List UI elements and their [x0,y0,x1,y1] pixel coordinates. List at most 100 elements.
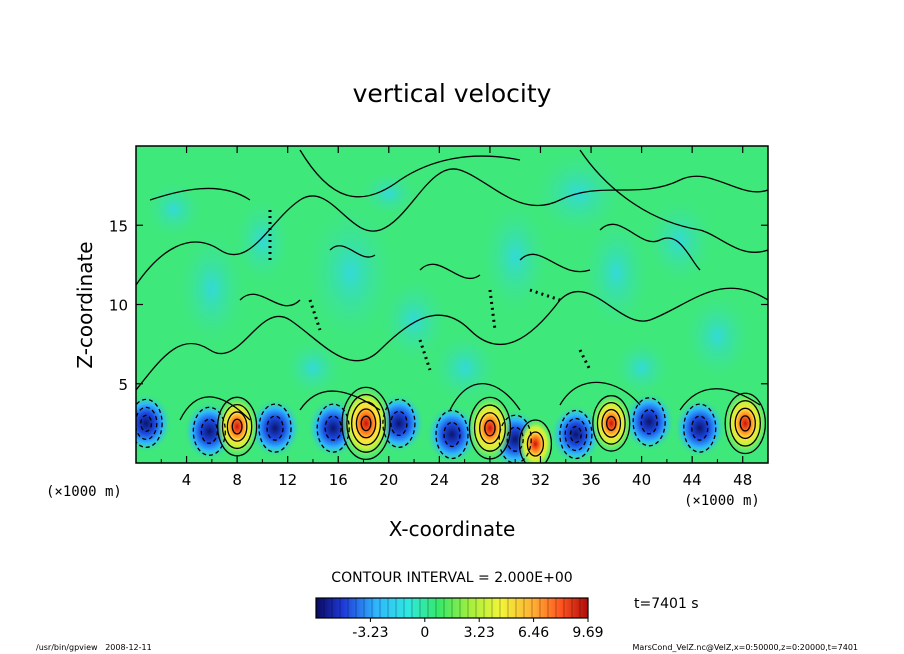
zero-contour [149,187,591,307]
colorbar-steps [323,598,581,618]
x-tick-label: 32 [531,471,550,489]
updraft-contour [724,392,766,455]
downdraft-contour [683,403,717,453]
updraft-contour [479,412,501,445]
x-axis-label: X-coordinate [389,517,516,541]
x-axis-ticks: 4 8 12 16 20 24 28 32 36 40 44 48 [160,146,752,489]
downdraft-contour [640,409,658,435]
x-tick-label: 16 [329,471,348,489]
weak-downdraft-patch [578,209,655,337]
x-tick-label: 48 [733,471,752,489]
x-tick-label: 28 [480,471,499,489]
contour-lines [136,149,768,463]
downdraft-contour [258,403,292,453]
y-axis-ticks: 5 10 15 [109,217,768,394]
downdraft-contour [382,398,416,449]
downdraft-contour [498,414,532,463]
downdraft-contour [564,417,588,452]
updraft-contour [231,418,243,435]
weak-downdraft-patch [679,288,756,384]
x-tick-label: 20 [379,471,398,489]
updraft-contour [596,401,626,445]
downdraft-contour [691,415,709,441]
updraft-contour [226,411,248,442]
updraft-contour [526,431,545,457]
weak-downdraft-patch [173,225,250,353]
downdraft-contour [140,414,153,433]
downdraft-contour [192,406,226,456]
downdraft-contour [506,426,524,452]
updraft-contour [216,396,258,457]
colorbar-tick-label: 9.69 [572,625,603,641]
downdraft-contour [435,409,469,460]
y-tick-label: 15 [109,217,128,235]
downdraft-contour [390,410,408,437]
weak-downdraft-patch [477,193,554,321]
colorbar-tick-label: 6.46 [518,625,549,641]
weak-downdraft-patch [357,168,421,219]
downdraft-contour [443,421,461,448]
weak-downdraft-patch [641,193,718,289]
zero-contour [179,381,761,421]
colorbar-frame [315,597,589,619]
updraft-cell [340,385,393,462]
zero-contour [136,168,768,286]
updraft-contour [729,400,761,447]
updraft-contour [355,408,377,439]
y-axis-label: Z-coordinate [73,241,97,368]
updraft-contour [360,415,372,432]
updraft-contour [592,395,631,452]
updraft-contour [484,419,496,437]
x-tick-label: 36 [581,471,600,489]
updraft-contour [221,403,253,450]
downdraft-contour [316,403,350,453]
footer-right: MarsCond_VelZ.nc@VelZ,x=0:50000,z=0:2000… [633,643,859,652]
zero-contour [136,287,768,391]
downdraft-contour [569,425,582,444]
weak-downdraft-patch [230,193,294,289]
downdraft-contour [632,397,666,447]
chart-title: vertical velocity [353,79,552,108]
footer-left: /usr/bin/gpview 2008-12-11 [36,643,152,652]
downdraft-contour [136,406,158,441]
contour-label-dots [488,289,497,331]
updraft-contour [346,393,386,453]
colorbar-tick-label: -3.23 [352,625,388,641]
y-tick-label: 5 [118,376,128,394]
x-tick-label: 4 [182,471,192,489]
time-label: t=7401 s [634,596,699,612]
zero-contour [329,223,701,271]
updraft-contour [473,404,506,452]
zero-contour [299,149,768,253]
x-unit-right: (×1000 m) [684,493,760,509]
updraft-contour [601,408,622,438]
downdraft-contour [200,418,218,444]
downdraft-contour [324,415,342,441]
downdraft-contour [136,398,163,449]
x-tick-label: 44 [683,471,702,489]
downdraft-cell [136,393,173,454]
colorbar: -3.23 0 3.23 6.46 9.69 [315,597,604,641]
contour-interval-label: CONTOUR INTERVAL = 2.000E+00 [331,570,572,586]
downdraft-contour [266,415,284,441]
colorbar-ticks: -3.23 0 3.23 6.46 9.69 [352,618,604,641]
weak-downdraft-patch [281,336,345,400]
updraft-contour [734,407,756,440]
weak-downdraft-patch [142,177,206,242]
weak-downdraft-patch [376,272,452,368]
updraft-contour [518,419,553,463]
x-tick-label: 12 [278,471,297,489]
y-tick-label: 10 [109,297,128,315]
weak-downdraft-patch [610,336,674,400]
colorbar-tick-label: 3.23 [464,625,495,641]
updraft-contour [606,415,617,431]
updraft-cell [517,417,554,463]
x-tick-label: 8 [232,471,242,489]
contour-label-dots [578,349,592,371]
x-tick-label: 24 [430,471,449,489]
x-tick-label: 40 [632,471,651,489]
weak-downdraft-patch [300,193,402,353]
x-unit-left: (×1000 m) [46,484,122,500]
